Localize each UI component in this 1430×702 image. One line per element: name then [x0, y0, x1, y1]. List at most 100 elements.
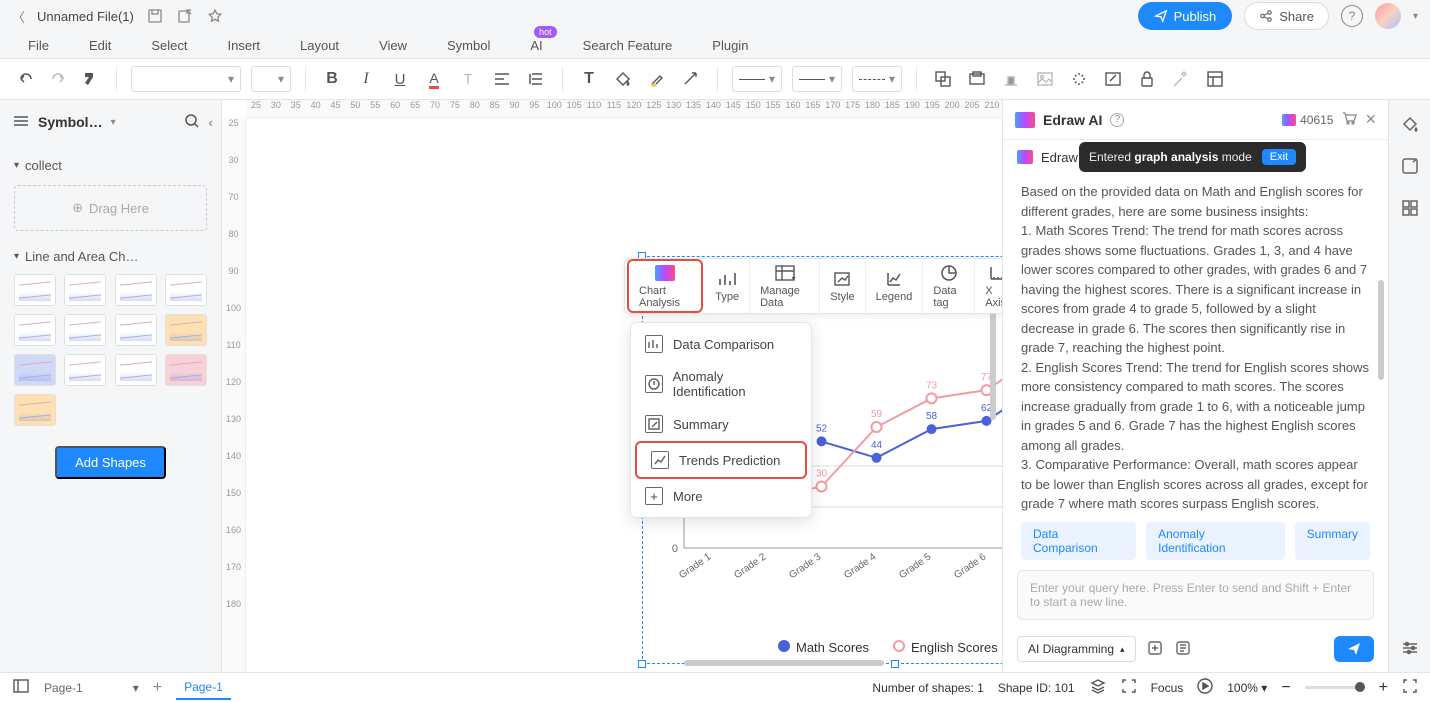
line-spacing-icon[interactable] — [524, 67, 548, 91]
chart-thumb[interactable] — [165, 354, 207, 386]
menu-file[interactable]: File — [28, 38, 49, 53]
group-icon[interactable] — [931, 67, 955, 91]
section-line-area[interactable]: ▾Line and Area Ch… — [14, 243, 207, 270]
align-tool-icon[interactable] — [999, 67, 1023, 91]
save-icon[interactable] — [146, 7, 164, 25]
ai-scrollbar[interactable] — [1378, 280, 1384, 380]
fullscreen-icon[interactable] — [1402, 678, 1418, 697]
chart-tool-style[interactable]: Style — [820, 259, 865, 313]
line-weight-select[interactable]: ▾ — [792, 66, 842, 92]
chip-summary[interactable]: Summary — [1295, 522, 1370, 560]
share-button[interactable]: Share — [1244, 2, 1329, 30]
horizontal-scrollbar[interactable] — [684, 660, 884, 666]
pages-icon[interactable] — [12, 678, 30, 697]
search-icon[interactable] — [184, 113, 200, 132]
dropdown-data-comparison[interactable]: Data Comparison — [631, 327, 811, 361]
grid-icon[interactable] — [1398, 196, 1422, 220]
play-icon[interactable] — [1197, 678, 1213, 697]
menu-layout[interactable]: Layout — [300, 38, 339, 53]
chart-thumb[interactable] — [14, 274, 56, 306]
font-select[interactable]: ▾ — [131, 66, 241, 92]
file-name[interactable]: Unnamed File(1) — [37, 9, 134, 24]
bold-icon[interactable]: B — [320, 67, 344, 91]
star-icon[interactable] — [206, 7, 224, 25]
template-icon[interactable] — [1174, 639, 1192, 660]
menu-plugin[interactable]: Plugin — [712, 38, 748, 53]
section-collect[interactable]: ▾collect — [14, 152, 207, 179]
line-style-select[interactable]: ▾ — [732, 66, 782, 92]
avatar-chevron-icon[interactable]: ▾ — [1413, 11, 1418, 22]
fill-icon[interactable] — [611, 67, 635, 91]
chart-thumb[interactable] — [115, 354, 157, 386]
exit-mode-button[interactable]: Exit — [1262, 149, 1296, 165]
align-icon[interactable] — [490, 67, 514, 91]
avatar[interactable] — [1375, 3, 1401, 29]
arrow-style-select[interactable]: ▾ — [852, 66, 902, 92]
chart-tool-data-tag[interactable]: Data tag — [923, 259, 975, 313]
collapse-panel-icon[interactable]: ‹‹ — [208, 115, 209, 130]
credits-display[interactable]: 40615 — [1282, 113, 1333, 127]
chart-tool-x-axis[interactable]: X Axis — [975, 259, 1002, 313]
chart-thumb[interactable] — [165, 314, 207, 346]
publish-button[interactable]: Publish — [1138, 2, 1233, 30]
attach-icon[interactable] — [1146, 639, 1164, 660]
dropdown-anomaly-identification[interactable]: Anomaly Identification — [631, 361, 811, 407]
add-shapes-button[interactable]: Add Shapes — [55, 446, 166, 479]
zoom-out-icon[interactable]: − — [1281, 679, 1290, 697]
chart-thumb[interactable] — [165, 274, 207, 306]
italic-icon[interactable]: I — [354, 67, 378, 91]
layout-icon[interactable] — [1203, 67, 1227, 91]
font-color-icon[interactable]: A — [422, 67, 446, 91]
settings-icon[interactable] — [1398, 636, 1422, 660]
canvas[interactable]: 2530354045505560657075808590951001051101… — [222, 100, 1002, 672]
dropdown-more[interactable]: +More — [631, 479, 811, 513]
chart-thumb[interactable] — [14, 314, 56, 346]
export-icon[interactable] — [176, 7, 194, 25]
ai-query-input[interactable]: Enter your query here. Press Enter to se… — [1017, 570, 1374, 620]
back-icon[interactable]: 〈 — [12, 7, 25, 26]
chart-thumb[interactable] — [115, 274, 157, 306]
connector-icon[interactable] — [679, 67, 703, 91]
effects-icon[interactable] — [1067, 67, 1091, 91]
tools-icon[interactable] — [1169, 67, 1193, 91]
menu-view[interactable]: View — [379, 38, 407, 53]
focus-label[interactable]: Focus — [1151, 681, 1184, 695]
menu-search-feature[interactable]: Search Feature — [583, 38, 673, 53]
drag-here-zone[interactable]: ⊕ Drag Here — [14, 185, 207, 231]
underline-icon[interactable]: U — [388, 67, 412, 91]
edit-icon[interactable] — [1101, 67, 1125, 91]
zoom-in-icon[interactable]: + — [1379, 679, 1388, 697]
tab-page-1[interactable]: Page-1 — [176, 676, 231, 700]
menu-insert[interactable]: Insert — [228, 38, 261, 53]
resize-handle[interactable] — [891, 660, 899, 668]
chart-thumb[interactable] — [14, 354, 56, 386]
chart-tool-type[interactable]: Type — [705, 259, 750, 313]
close-icon[interactable]: × — [1365, 109, 1376, 130]
menu-symbol[interactable]: Symbol — [447, 38, 490, 53]
help-icon[interactable]: ? — [1341, 5, 1363, 27]
chart-tool-chart-analysis[interactable]: Chart Analysis — [627, 259, 703, 313]
library-icon[interactable] — [12, 113, 30, 132]
focus-icon[interactable] — [1121, 678, 1137, 697]
redo-icon[interactable] — [46, 67, 70, 91]
menu-edit[interactable]: Edit — [89, 38, 111, 53]
dropdown-summary[interactable]: Summary — [631, 407, 811, 441]
lock-icon[interactable] — [1135, 67, 1159, 91]
format-painter-icon[interactable] — [78, 67, 102, 91]
image-icon[interactable] — [1033, 67, 1057, 91]
menu-ai[interactable]: AIhot — [530, 38, 542, 53]
menu-select[interactable]: Select — [151, 38, 187, 53]
ungroup-icon[interactable] — [965, 67, 989, 91]
add-page-icon[interactable]: + — [153, 679, 162, 697]
chart-thumb[interactable] — [64, 274, 106, 306]
chip-data-comparison[interactable]: Data Comparison — [1021, 522, 1136, 560]
ai-mode-select[interactable]: AI Diagramming▴ — [1017, 636, 1136, 662]
zoom-slider[interactable] — [1305, 686, 1365, 689]
text-style-icon[interactable]: T — [456, 67, 480, 91]
resize-handle[interactable] — [638, 660, 646, 668]
zoom-level[interactable]: 100% ▾ — [1227, 681, 1267, 695]
undo-icon[interactable] — [14, 67, 38, 91]
chart-thumb[interactable] — [64, 314, 106, 346]
chart-thumb[interactable] — [14, 394, 56, 426]
chart-thumb[interactable] — [64, 354, 106, 386]
